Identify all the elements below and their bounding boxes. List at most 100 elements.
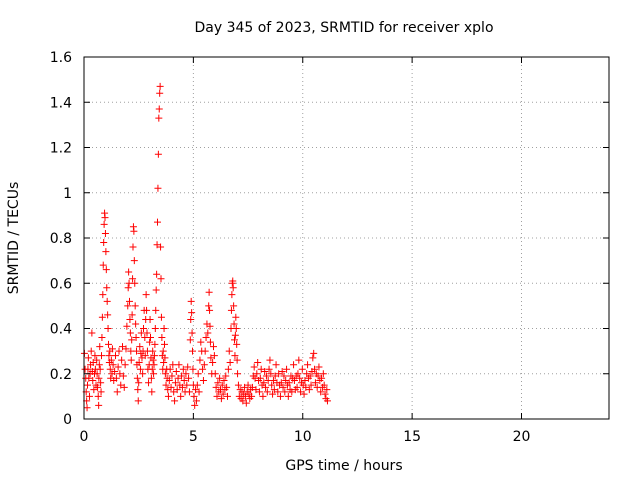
- data-point: [83, 404, 91, 412]
- data-point: [132, 334, 140, 342]
- data-point: [323, 386, 331, 394]
- data-point: [127, 356, 135, 364]
- data-point: [106, 365, 114, 373]
- data-point: [191, 401, 199, 409]
- data-point: [186, 336, 194, 344]
- data-point: [136, 365, 144, 373]
- data-point: [231, 352, 239, 360]
- data-point: [213, 392, 221, 400]
- data-point: [153, 270, 161, 278]
- data-point: [310, 349, 318, 357]
- data-point: [279, 383, 287, 391]
- data-point: [128, 336, 136, 344]
- data-point: [224, 365, 232, 373]
- data-point: [90, 386, 98, 394]
- data-point: [305, 386, 313, 394]
- data-point: [146, 338, 154, 346]
- data-point: [114, 363, 122, 371]
- data-point: [105, 340, 112, 348]
- data-point: [214, 379, 222, 387]
- data-point: [136, 343, 144, 351]
- data-point: [166, 365, 174, 373]
- data-point: [185, 388, 193, 396]
- data-point: [192, 397, 200, 405]
- data-point: [224, 392, 231, 400]
- data-point: [105, 352, 113, 360]
- data-point: [178, 372, 186, 380]
- data-point: [173, 386, 181, 394]
- data-point: [156, 82, 164, 90]
- data-point: [309, 354, 317, 362]
- data-point: [167, 383, 175, 391]
- data-point: [253, 370, 261, 378]
- data-point: [233, 356, 241, 364]
- x-tick-label: 20: [513, 429, 531, 445]
- data-point: [231, 336, 238, 344]
- data-point: [229, 277, 237, 285]
- data-point: [101, 214, 109, 222]
- data-point: [296, 374, 304, 382]
- data-point: [162, 381, 170, 389]
- data-point: [103, 297, 111, 305]
- data-point: [103, 284, 111, 292]
- data-point: [102, 248, 110, 256]
- data-point: [95, 401, 103, 409]
- data-point: [233, 340, 241, 348]
- data-point: [206, 338, 214, 346]
- data-point: [294, 370, 302, 378]
- data-point: [147, 374, 155, 382]
- data-point: [100, 239, 108, 247]
- data-point: [177, 392, 185, 400]
- data-point: [272, 361, 280, 369]
- data-point: [168, 372, 176, 380]
- data-point: [122, 345, 130, 353]
- data-point: [323, 397, 331, 405]
- y-tick-label: 1.2: [50, 141, 72, 157]
- data-point: [175, 361, 183, 369]
- data-point: [146, 315, 154, 323]
- data-point: [160, 358, 168, 366]
- data-point: [216, 374, 224, 382]
- data-point: [229, 284, 237, 292]
- data-point: [104, 311, 112, 319]
- data-point: [223, 383, 231, 391]
- data-point: [148, 388, 156, 396]
- data-point: [217, 395, 225, 403]
- data-point: [159, 347, 167, 355]
- data-point: [161, 370, 169, 378]
- data-point: [190, 392, 198, 400]
- data-point: [189, 365, 197, 373]
- data-point: [218, 381, 226, 389]
- data-point: [129, 275, 137, 283]
- data-point: [256, 374, 264, 382]
- data-point: [84, 381, 91, 389]
- data-point: [87, 347, 95, 355]
- data-point: [143, 306, 151, 314]
- data-point: [280, 372, 288, 380]
- data-point: [201, 347, 209, 355]
- data-point: [199, 377, 207, 385]
- data-point: [147, 334, 154, 342]
- data-point: [202, 334, 210, 342]
- data-point: [227, 306, 235, 314]
- data-point: [93, 370, 101, 378]
- data-point: [150, 352, 158, 360]
- data-point: [85, 374, 93, 382]
- data-point: [234, 370, 242, 378]
- data-point: [232, 313, 240, 321]
- data-point: [95, 361, 103, 369]
- data-points: [80, 82, 331, 412]
- data-point: [123, 322, 131, 330]
- data-point: [222, 372, 230, 380]
- data-point: [318, 374, 326, 382]
- data-point: [169, 361, 177, 369]
- data-point: [260, 379, 268, 387]
- data-point: [154, 184, 162, 192]
- data-point: [267, 370, 275, 378]
- data-point: [196, 356, 204, 364]
- data-point: [84, 365, 92, 373]
- data-point: [130, 257, 138, 265]
- data-point: [149, 356, 157, 364]
- data-point: [193, 381, 201, 389]
- data-point: [161, 340, 168, 348]
